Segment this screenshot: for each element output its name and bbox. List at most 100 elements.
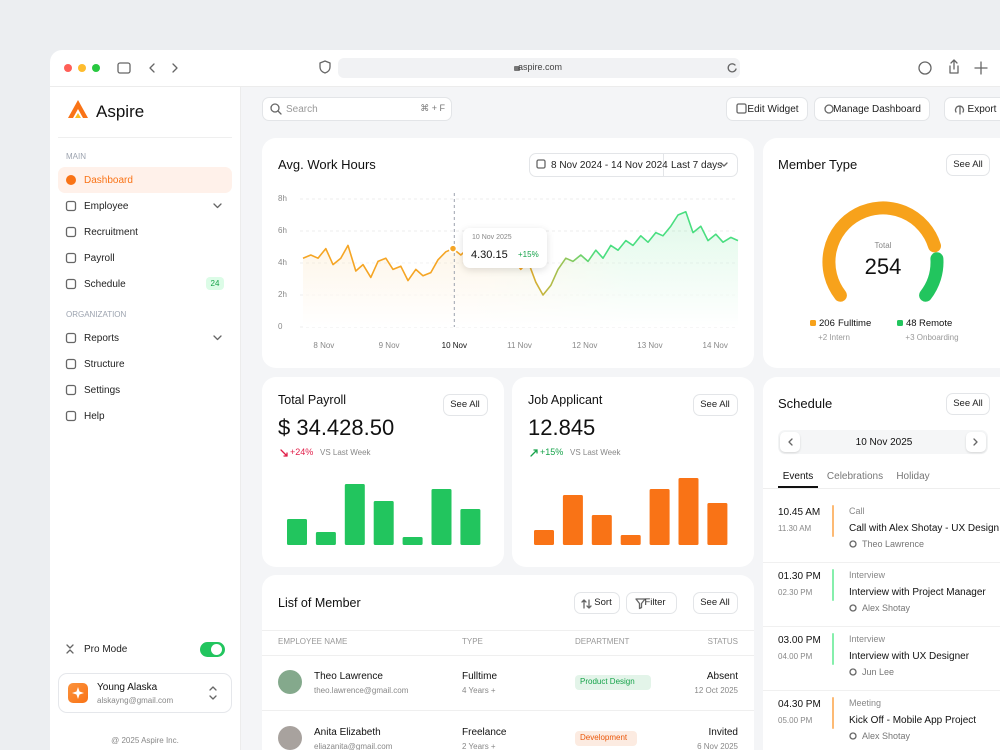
nav-item[interactable]: Structure	[84, 358, 125, 370]
date-nav	[778, 430, 988, 454]
event-color-bar	[832, 697, 834, 729]
nav-item[interactable]: Recruitment	[84, 226, 138, 238]
button-label[interactable]: Sort	[594, 596, 612, 608]
nav-badge-count: 24	[210, 278, 220, 288]
card-total: 12.845	[528, 414, 596, 440]
event-end: 05.00 PM	[778, 715, 813, 725]
event-color-bar	[832, 569, 834, 601]
button[interactable]	[443, 394, 488, 416]
tab[interactable]: Celebrations	[826, 470, 884, 482]
nav-item[interactable]: Settings	[84, 384, 121, 396]
nav-item[interactable]: Dashboard	[84, 174, 133, 186]
card-total: $ 34.428.50	[278, 414, 395, 440]
button-label[interactable]: See All	[953, 397, 983, 409]
event-divider	[763, 690, 1000, 691]
avatar	[278, 726, 302, 750]
button-label[interactable]: Filter	[644, 596, 666, 608]
tooltip-change: +15%	[518, 249, 539, 259]
toolbar-button-label[interactable]: Manage Dashboard	[833, 103, 921, 115]
table-divider	[262, 655, 754, 656]
button[interactable]	[946, 393, 990, 415]
y-tick-label: 2h	[278, 289, 287, 299]
picker-divider	[663, 154, 664, 176]
member-name[interactable]: Anita Elizabeth	[314, 726, 381, 738]
nav-item[interactable]: Employee	[84, 200, 129, 212]
table-divider	[262, 630, 754, 631]
table-divider	[262, 710, 754, 711]
event-start: 10.45 AM	[778, 506, 821, 518]
footer: @ 2025 Aspire Inc.	[111, 735, 179, 745]
search-shortcut: ⌘ + F	[420, 103, 445, 114]
nav-item[interactable]: Schedule	[84, 278, 126, 290]
search-placeholder: Search	[286, 103, 318, 115]
tooltip-date: 10 Nov 2025	[472, 234, 512, 242]
card-title: Schedule	[778, 395, 833, 411]
button[interactable]	[693, 394, 738, 416]
url: aspire.com	[517, 62, 563, 73]
address-bar[interactable]	[338, 58, 740, 78]
event-title[interactable]: Kick Off - Mobile App Project	[849, 714, 977, 726]
change-note: VS Last Week	[570, 447, 621, 457]
x-tick-label: 13 Nov	[637, 340, 663, 350]
event-title[interactable]: Call with Alex Shotay - UX Design...	[849, 522, 1000, 534]
nav-item[interactable]: Reports	[84, 332, 120, 344]
event-type: Call	[849, 506, 865, 517]
nav-badge	[206, 277, 224, 290]
event-type: Meeting	[849, 698, 882, 709]
legend-note: +3 Onboarding	[905, 332, 959, 342]
department-pill	[575, 675, 651, 690]
event-color-bar	[832, 633, 834, 665]
event-person: Alex Shotay	[862, 603, 911, 614]
toolbar-button-label[interactable]: Edit Widget	[747, 103, 799, 115]
chart-title: Avg. Work Hours	[278, 156, 376, 172]
column-header: EMPLOYEE NAME	[278, 636, 348, 646]
x-tick-label: 9 Nov	[378, 340, 400, 350]
event-start: 04.30 PM	[778, 698, 821, 710]
period: Last 7 days	[671, 159, 723, 171]
nav-item[interactable]: Help	[84, 410, 105, 422]
y-tick-label: 0	[278, 321, 283, 331]
nav-section-title: ORGANIZATION	[66, 309, 127, 319]
nav-section-title: MAIN	[66, 151, 86, 161]
tooltip	[463, 228, 547, 268]
button-label[interactable]: See All	[450, 398, 480, 410]
brand-name: Aspire	[96, 102, 145, 121]
column-header: STATUS	[707, 636, 738, 646]
legend-value: 48	[906, 317, 917, 329]
button[interactable]	[946, 154, 990, 176]
x-tick-label: 8 Nov	[313, 340, 335, 350]
button[interactable]	[944, 97, 1000, 121]
member-status: Invited	[708, 726, 738, 738]
button-label[interactable]: See All	[700, 398, 730, 410]
user-email: alskayng@gmail.com	[97, 695, 174, 705]
top-bar-divider	[50, 86, 1000, 87]
member-type: Freelance	[462, 726, 507, 738]
user-card[interactable]	[58, 673, 232, 713]
tab[interactable]: Events	[782, 470, 814, 482]
button[interactable]	[693, 592, 738, 614]
event-person: Jun Lee	[862, 667, 895, 678]
button-label[interactable]: See All	[700, 596, 730, 608]
event-title[interactable]: Interview with UX Designer	[849, 650, 970, 662]
active-nav-bg[interactable]	[58, 167, 232, 193]
member-department: Development	[580, 733, 628, 743]
member-name[interactable]: Theo Lawrence	[314, 670, 383, 682]
date-picker[interactable]	[529, 153, 738, 177]
prev-day[interactable]	[780, 432, 800, 452]
next-day[interactable]	[966, 432, 986, 452]
event-type: Interview	[849, 570, 886, 581]
change: +15%	[540, 447, 564, 458]
card-title: Job Applicant	[528, 392, 603, 407]
event-start: 03.00 PM	[778, 634, 821, 646]
y-tick-label: 6h	[278, 225, 287, 235]
y-tick-label: 8h	[278, 193, 287, 203]
event-title[interactable]: Interview with Project Manager	[849, 586, 986, 598]
toolbar-button-label[interactable]: Export	[967, 103, 997, 115]
nav-item[interactable]: Payroll	[84, 252, 115, 264]
search-box[interactable]	[262, 97, 452, 121]
event-end: 02.30 PM	[778, 587, 813, 597]
avatar	[278, 670, 302, 694]
user-name: Young Alaska	[97, 681, 158, 693]
tab[interactable]: Holiday	[896, 470, 930, 482]
button-label[interactable]: See All	[953, 158, 983, 170]
